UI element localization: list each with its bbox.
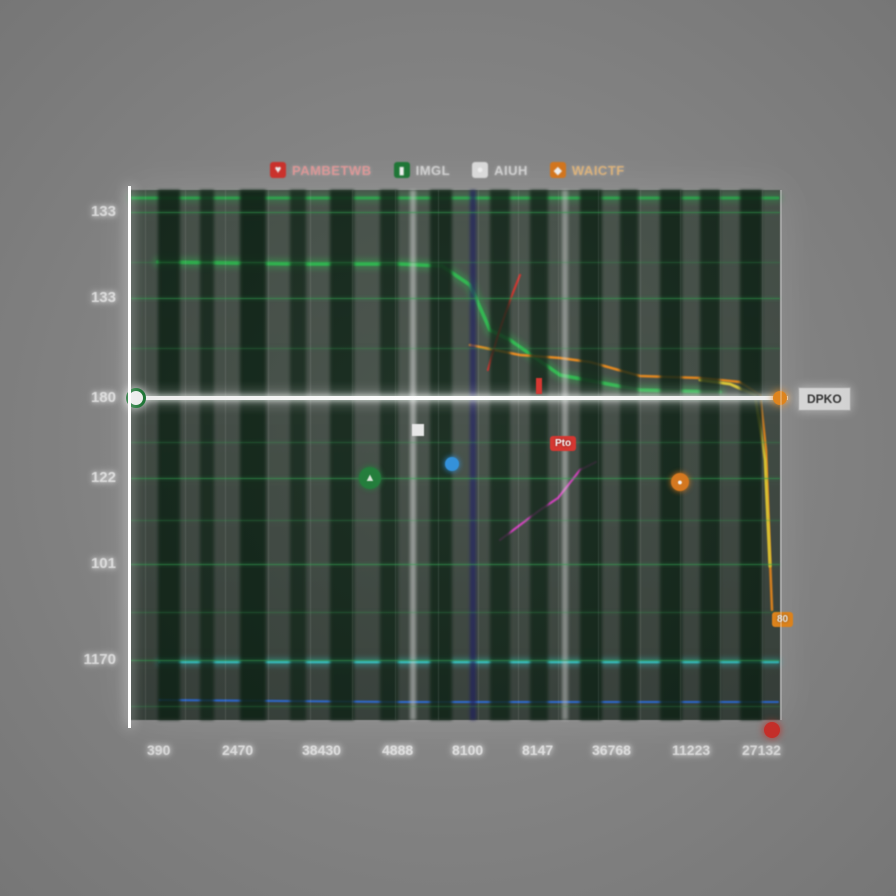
legend-label: WAICTF xyxy=(572,163,625,178)
x-tick-label: 4888 xyxy=(382,742,413,758)
marker-box xyxy=(412,424,424,436)
gridline-h xyxy=(130,212,780,213)
marker-badge: 80 xyxy=(772,612,793,627)
baseline-value-badge: DPKO xyxy=(798,387,851,411)
legend-swatch-icon: ♥ xyxy=(270,162,286,178)
right-axis-line xyxy=(780,190,782,720)
y-tick-label: 122 xyxy=(91,469,116,486)
gridline-v xyxy=(640,190,641,720)
grid-bar xyxy=(330,190,354,720)
baseline-indicator xyxy=(128,396,788,400)
gridline-h xyxy=(130,612,780,613)
y-tick-label: 133 xyxy=(91,203,116,220)
marker-circle: ● xyxy=(671,473,689,491)
gridline-v xyxy=(558,190,559,720)
chart-stage: ♥ PAMBETWB ▮ IMGL ● AIUH ◆ WAICTF DPKO 133 133 18… xyxy=(0,0,896,896)
legend-item[interactable]: ● AIUH xyxy=(472,162,528,178)
gridline-v xyxy=(438,190,439,720)
gridline-h xyxy=(130,660,780,661)
gridline-v xyxy=(310,190,311,720)
x-tick-label: 36768 xyxy=(592,742,631,758)
y-tick-label: 101 xyxy=(91,555,116,572)
y-tick-label: 180 xyxy=(91,389,116,406)
gridline-v xyxy=(720,190,721,720)
gridline-v xyxy=(352,190,353,720)
y-axis-line xyxy=(128,186,131,728)
legend-item[interactable]: ♥ PAMBETWB xyxy=(270,162,372,178)
marker-tick xyxy=(536,378,542,394)
x-tick-label: 390 xyxy=(147,742,170,758)
grid-bar xyxy=(620,190,638,720)
grid-bar xyxy=(530,190,548,720)
legend-label: AIUH xyxy=(494,163,528,178)
gridline-h xyxy=(130,442,780,443)
gridline-h xyxy=(130,348,780,349)
gridline-v xyxy=(268,190,269,720)
gridline-h xyxy=(130,520,780,521)
gridline-h xyxy=(130,262,780,263)
marker-circle xyxy=(445,457,459,471)
legend-swatch-icon: ◆ xyxy=(550,162,566,178)
grid-bar xyxy=(490,190,510,720)
grid-bar xyxy=(740,190,762,720)
gridline-h xyxy=(130,298,780,299)
x-tick-label: 38430 xyxy=(302,742,341,758)
x-tick-label: 11223 xyxy=(672,742,710,758)
legend-label: PAMBETWB xyxy=(292,163,372,178)
legend-swatch-icon: ▮ xyxy=(394,162,410,178)
x-tick-label: 8100 xyxy=(452,742,483,758)
legend-label: IMGL xyxy=(416,163,451,178)
gridline-v xyxy=(762,190,763,720)
gridline-v xyxy=(680,190,681,720)
gridline-h xyxy=(130,564,780,565)
gridline-v xyxy=(518,190,519,720)
grid-bar xyxy=(158,190,180,720)
baseline-value-label: DPKO xyxy=(807,392,842,406)
gridline-v xyxy=(395,190,396,720)
legend-item[interactable]: ◆ WAICTF xyxy=(550,162,625,178)
grid-bar xyxy=(470,190,476,720)
grid-bar xyxy=(700,190,720,720)
marker-dot xyxy=(764,722,780,738)
gridline-v xyxy=(185,190,186,720)
gridline-v xyxy=(225,190,226,720)
y-tick-label: 133 xyxy=(91,289,116,306)
legend-item[interactable]: ▮ IMGL xyxy=(394,162,451,178)
x-tick-label: 27132 xyxy=(742,742,781,758)
x-tick-label: 2470 xyxy=(222,742,253,758)
marker-circle: ▲ xyxy=(359,467,381,489)
gridline-v xyxy=(145,190,146,720)
grid-bar xyxy=(410,190,416,720)
grid-bar xyxy=(290,190,306,720)
gridline-v xyxy=(478,190,479,720)
y-tick-label: 1170 xyxy=(83,651,116,668)
grid-bar xyxy=(660,190,682,720)
gridline-h xyxy=(130,706,780,707)
marker-badge: Pto xyxy=(550,436,576,451)
grid-bar xyxy=(240,190,266,720)
grid-bar xyxy=(200,190,214,720)
grid-bar xyxy=(562,190,568,720)
chart-series-svg xyxy=(130,190,780,720)
chart-legend: ♥ PAMBETWB ▮ IMGL ● AIUH ◆ WAICTF xyxy=(270,162,625,178)
grid-bar xyxy=(430,190,452,720)
chart-plot-area xyxy=(130,190,780,720)
legend-swatch-icon: ● xyxy=(472,162,488,178)
gridline-v xyxy=(598,190,599,720)
x-tick-label: 8147 xyxy=(522,742,553,758)
